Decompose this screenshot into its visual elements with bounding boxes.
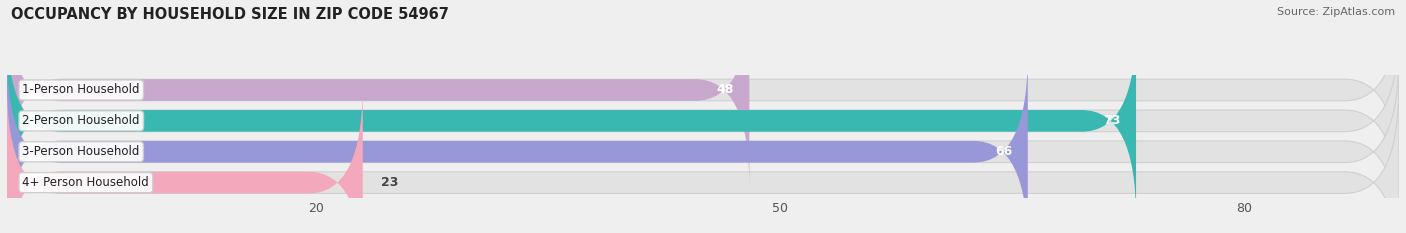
Text: 4+ Person Household: 4+ Person Household [22,176,149,189]
Text: 73: 73 [1104,114,1121,127]
FancyBboxPatch shape [7,55,1399,233]
FancyBboxPatch shape [7,0,1399,187]
FancyBboxPatch shape [7,85,363,233]
Text: 1-Person Household: 1-Person Household [22,83,141,96]
Text: OCCUPANCY BY HOUSEHOLD SIZE IN ZIP CODE 54967: OCCUPANCY BY HOUSEHOLD SIZE IN ZIP CODE … [11,7,449,22]
Text: 3-Person Household: 3-Person Household [22,145,139,158]
Text: 2-Person Household: 2-Person Household [22,114,141,127]
Text: 66: 66 [995,145,1012,158]
FancyBboxPatch shape [7,24,1399,218]
Text: 23: 23 [381,176,399,189]
Text: 48: 48 [717,83,734,96]
Text: Source: ZipAtlas.com: Source: ZipAtlas.com [1277,7,1395,17]
FancyBboxPatch shape [7,55,1028,233]
FancyBboxPatch shape [7,85,1399,233]
FancyBboxPatch shape [7,24,1136,218]
FancyBboxPatch shape [7,0,749,187]
